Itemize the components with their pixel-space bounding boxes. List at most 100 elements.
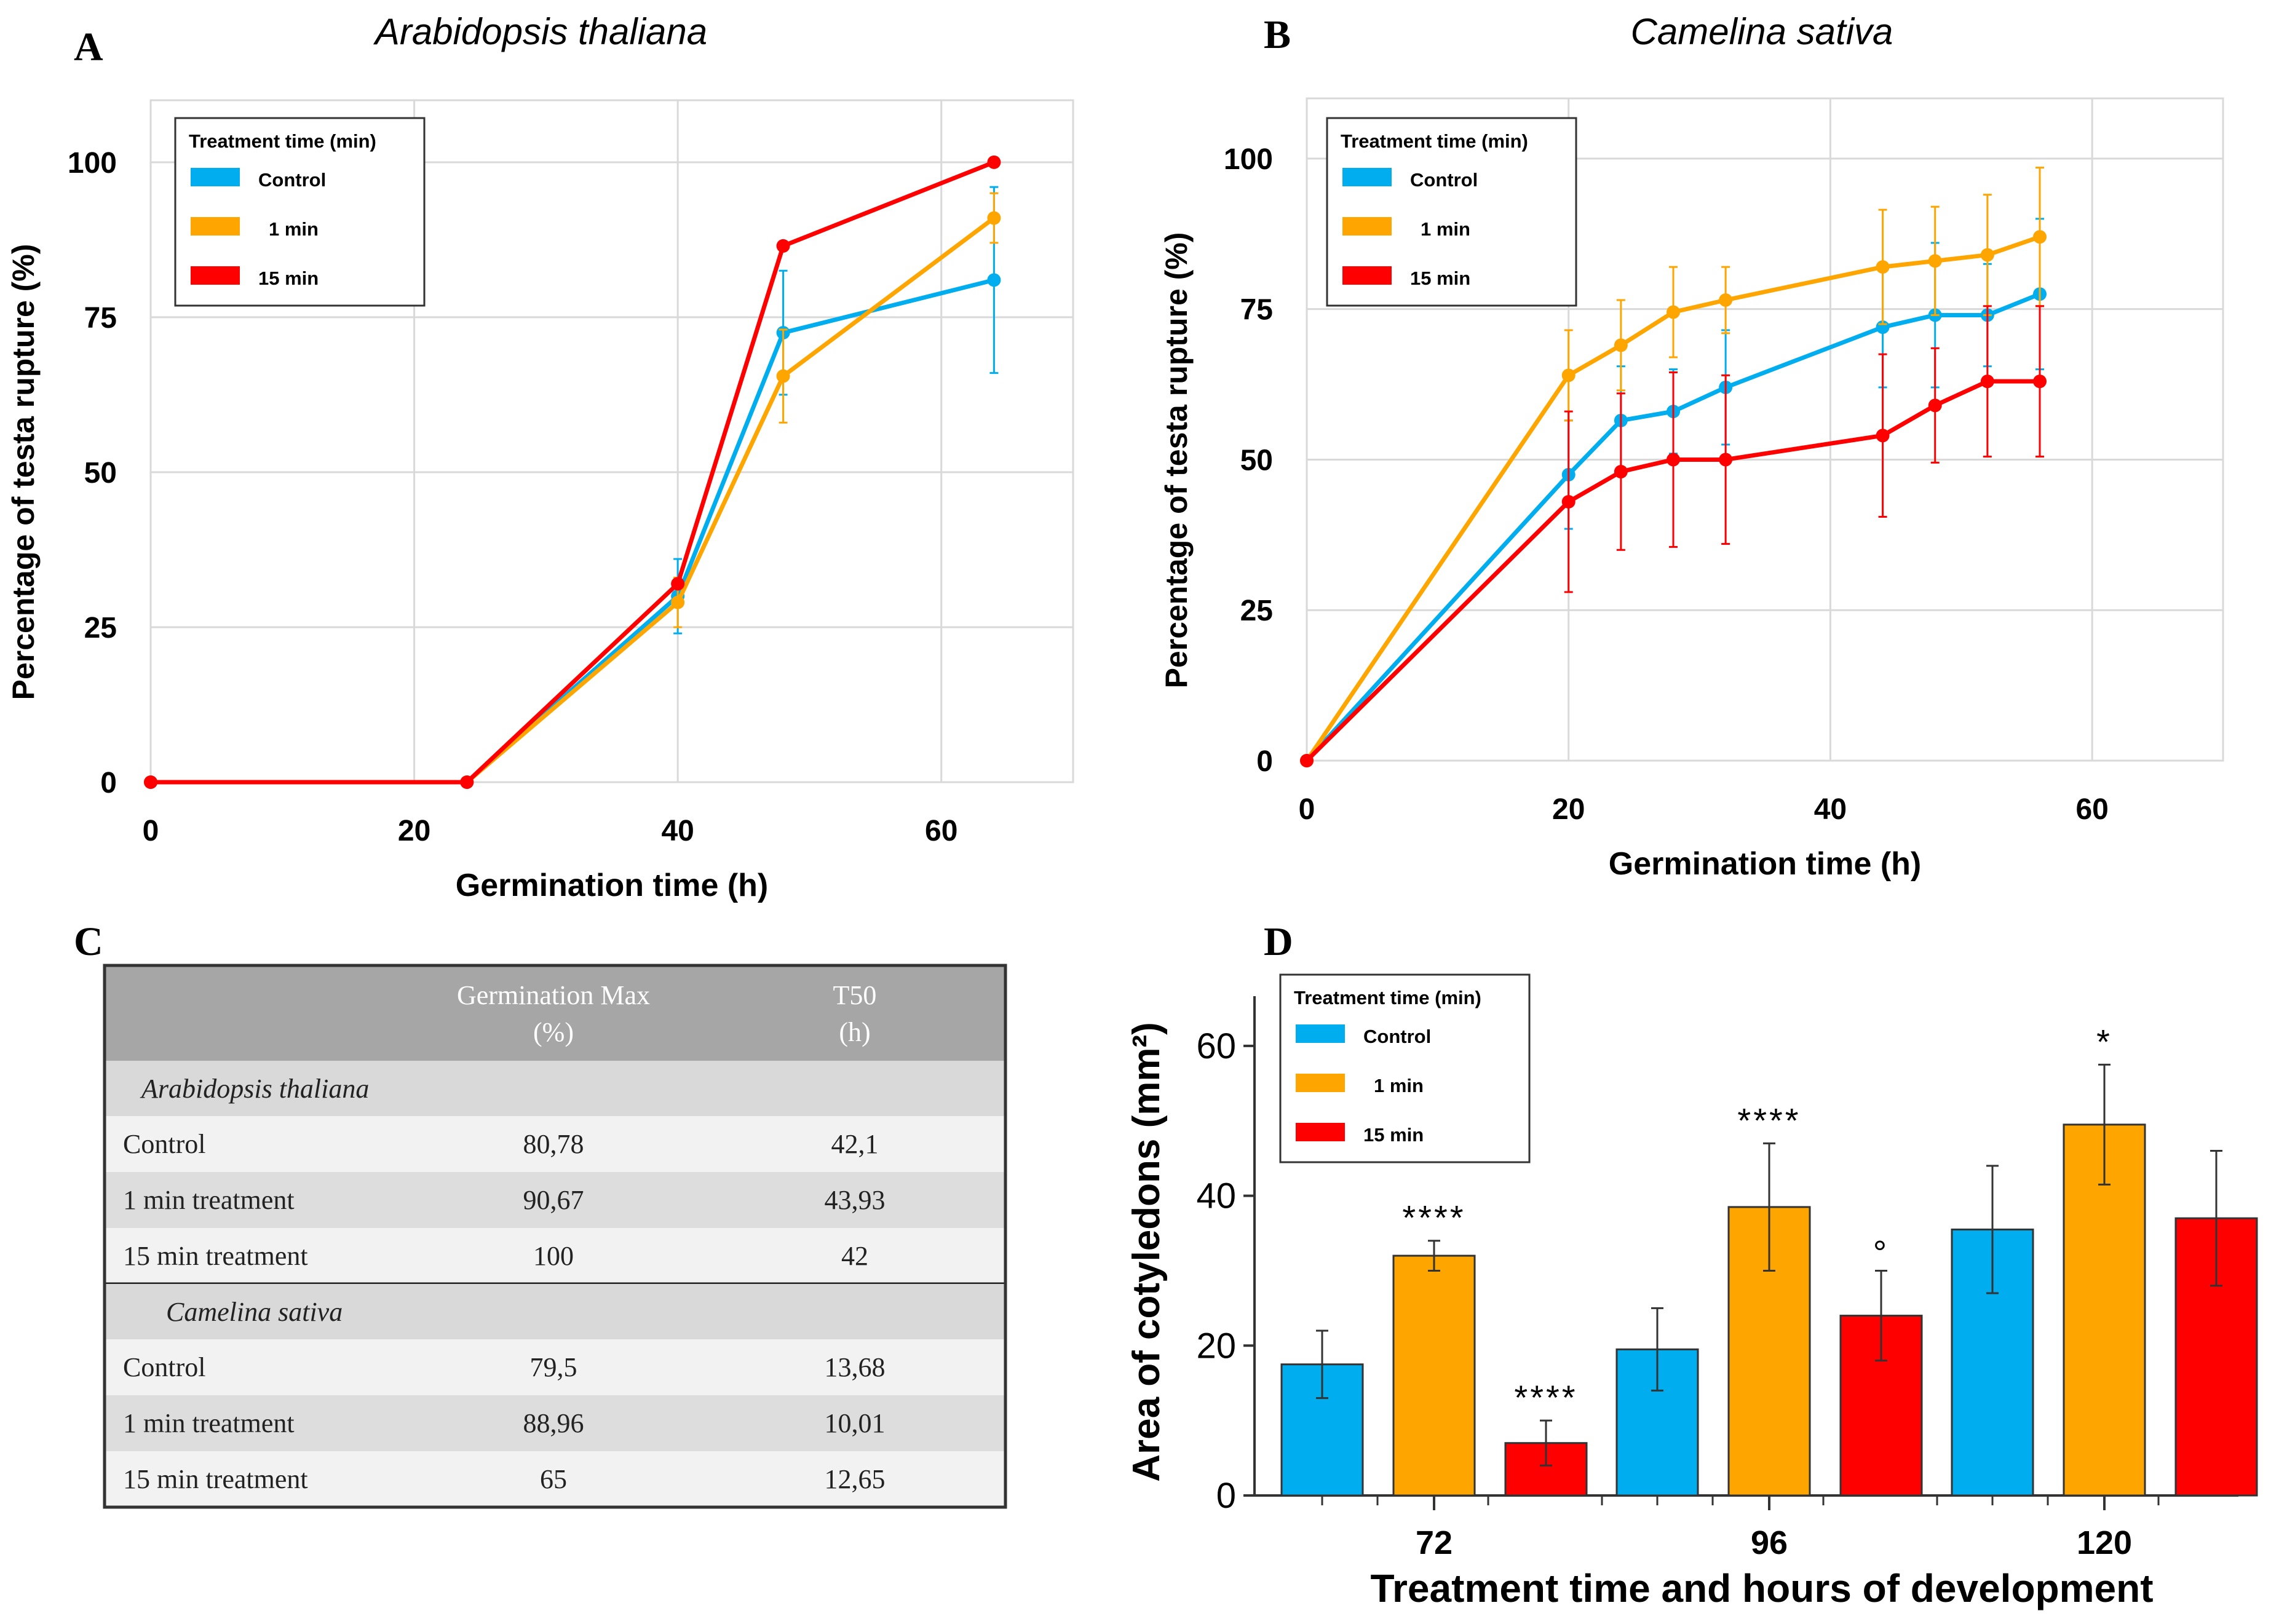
x-axis-label: Treatment time and hours of development [1370, 1566, 2153, 1610]
table-cell: 90,67 [523, 1185, 584, 1215]
data-point [2033, 374, 2047, 389]
panel-b-title: Camelina sativa [1631, 11, 1893, 52]
legend-label-2: 15 min [1363, 1124, 1424, 1146]
x-tick-label: 40 [1814, 793, 1847, 826]
data-point [460, 775, 474, 789]
table-row [105, 1228, 1005, 1284]
data-point [144, 775, 157, 789]
table-row [105, 1116, 1005, 1172]
chart-b: 0 20 40 60 0 25 50 75 100 Germination time (h) Per… [1159, 97, 2224, 882]
table-c: Germination Max (%) T50 (h) Arabidopsis thal… [103, 964, 1007, 1509]
data-point [987, 211, 1001, 225]
table-cell: 79,5 [530, 1352, 577, 1382]
legend-swatch-0 [191, 168, 240, 186]
legend-swatch-1 [191, 217, 240, 236]
panel-letter-d: D [1264, 919, 1293, 964]
x-tick-label: 0 [143, 815, 159, 847]
table-cell: 10,01 [825, 1408, 886, 1438]
data-point [2033, 230, 2047, 244]
significance-label: ° [1873, 1233, 1889, 1272]
y-tick-label: 20 [1196, 1326, 1236, 1366]
table-cell: 15 min treatment [123, 1464, 308, 1494]
data-point [1876, 429, 1890, 443]
y-tick-label: 40 [1196, 1176, 1236, 1216]
table-cell: 100 [533, 1241, 574, 1271]
data-point [671, 595, 685, 609]
table-cell: 15 min treatment [123, 1241, 308, 1271]
legend-label-0: Control [1410, 169, 1478, 191]
panel-letter-c: C [74, 919, 103, 964]
legend-title: Treatment time (min) [189, 130, 376, 152]
y-tick-label: 100 [68, 147, 117, 180]
table-border [103, 964, 1007, 1509]
table-row [105, 1339, 1005, 1395]
data-point [1719, 293, 1733, 307]
data-point [1980, 248, 1994, 262]
table-row [105, 1395, 1005, 1451]
data-point [671, 577, 685, 591]
table-header-line2: (h) [839, 1017, 870, 1047]
panel-letter-b: B [1264, 12, 1291, 57]
data-point [987, 155, 1001, 169]
table-section-title: Arabidopsis thaliana [140, 1074, 369, 1104]
x-tick-label: 72 [1416, 1524, 1453, 1561]
y-tick-label: 50 [84, 457, 117, 489]
series-line-control [151, 277, 995, 785]
table-cell: 12,65 [825, 1464, 886, 1494]
legend-title: Treatment time (min) [1341, 130, 1528, 152]
legend-swatch-2 [1342, 266, 1392, 285]
legend-label-1: 1 min [269, 218, 319, 240]
data-point [1300, 754, 1314, 767]
y-tick-label: 75 [84, 302, 117, 335]
y-tick-label: 60 [1196, 1026, 1236, 1066]
table-row [105, 1172, 1005, 1228]
table-header-line2: (%) [533, 1017, 574, 1047]
y-axis-label: Percentage of testa rupture (%) [6, 244, 41, 700]
table-cell: 43,93 [825, 1185, 886, 1215]
table-cell: 42,1 [831, 1129, 879, 1159]
x-tick-label: 20 [398, 815, 430, 847]
legend-swatch-0 [1296, 1024, 1345, 1043]
significance-label: **** [1737, 1101, 1801, 1139]
legend-swatch-1 [1342, 217, 1392, 236]
legend-label-0: Control [258, 169, 326, 191]
plot-frame [1306, 97, 2224, 762]
y-tick-label: 0 [1256, 745, 1273, 778]
chart-a: 0 20 40 60 0 25 50 75 100 Germination time (h) Per… [6, 99, 1074, 903]
data-point [1667, 305, 1680, 319]
data-point [1614, 338, 1628, 352]
x-tick-label: 40 [661, 815, 694, 847]
data-point [1876, 260, 1890, 274]
table-header-bg [105, 965, 1005, 1061]
table-cell: Control [123, 1352, 205, 1382]
y-tick-label: 0 [100, 767, 117, 799]
table-section-bg [105, 1284, 1005, 1339]
y-tick-label: 100 [1224, 143, 1273, 176]
table-cell: Control [123, 1129, 205, 1159]
bar-1-min [1392, 1254, 1476, 1497]
table-cell: 13,68 [825, 1352, 886, 1382]
data-point [987, 273, 1001, 287]
significance-label: **** [1402, 1198, 1465, 1237]
table-header-line1: Germination Max [457, 980, 650, 1010]
x-tick-label: 60 [925, 815, 957, 847]
table-section-bg [105, 1061, 1005, 1116]
y-axis-label: Area of cotyledons (mm²) [1125, 1022, 1168, 1482]
data-point [1561, 368, 1576, 382]
legend-label-2: 15 min [258, 267, 319, 289]
y-tick-label: 50 [1240, 444, 1273, 477]
table-cell: 1 min treatment [123, 1185, 295, 1215]
x-axis-label: Germination time (h) [1609, 846, 1921, 882]
table-section-title: Camelina sativa [166, 1297, 343, 1327]
significance-label: * [2096, 1022, 2112, 1061]
table-cell: 42 [841, 1241, 868, 1271]
x-tick-label: 120 [2077, 1524, 2132, 1561]
table-cell: 88,96 [523, 1408, 584, 1438]
legend-swatch-0 [1342, 168, 1392, 186]
data-point [1928, 398, 1942, 413]
legend-label-1: 1 min [1374, 1075, 1424, 1096]
legend-label-1: 1 min [1421, 218, 1470, 240]
table-cell: 65 [540, 1464, 567, 1494]
table-cell: 1 min treatment [123, 1408, 295, 1438]
